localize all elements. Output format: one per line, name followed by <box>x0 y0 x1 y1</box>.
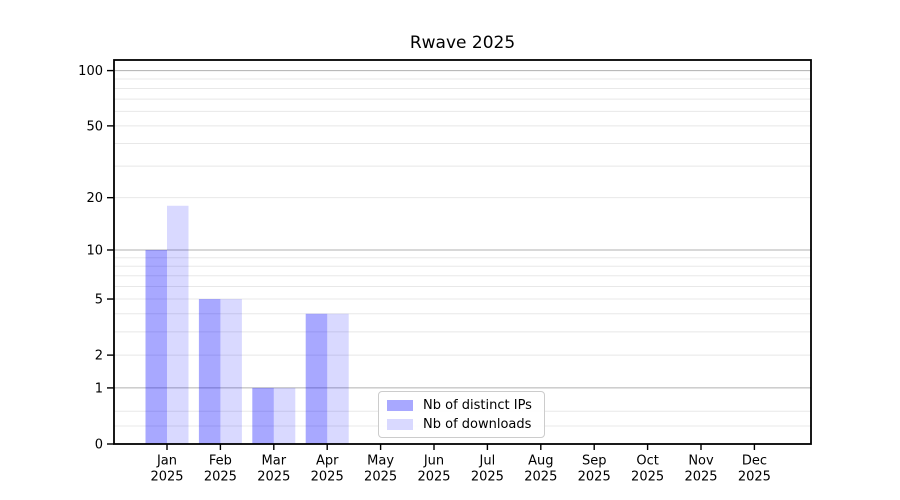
legend: Nb of distinct IPs Nb of downloads <box>378 391 545 438</box>
y-tick-label-5: 5 <box>95 293 103 308</box>
legend-swatch-downloads <box>387 419 413 430</box>
x-tick-label-jun: Jun <box>423 454 444 469</box>
bar-apr-nb-of-distinct-ips <box>305 313 328 444</box>
x-tick-label-apr: Apr <box>316 454 339 469</box>
bar-apr-nb-of-downloads <box>327 313 349 444</box>
legend-item-downloads: Nb of downloads <box>387 417 536 432</box>
chart-title: Rwave 2025 <box>409 33 516 53</box>
bar-mar-nb-of-distinct-ips <box>252 387 274 444</box>
legend-label-downloads: Nb of downloads <box>423 417 532 432</box>
x-tick-label-jul: Jul <box>479 454 496 469</box>
x-tick-year-sep: 2025 <box>578 470 611 485</box>
x-tick-year-jul: 2025 <box>471 470 504 485</box>
bar-feb-nb-of-distinct-ips <box>198 299 221 444</box>
legend-item-distinct-ips: Nb of distinct IPs <box>387 398 536 413</box>
x-tick-label-mar: Mar <box>262 454 287 469</box>
x-tick-year-jan: 2025 <box>150 470 183 485</box>
x-tick-label-may: May <box>367 454 394 469</box>
x-tick-year-aug: 2025 <box>524 470 557 485</box>
x-tick-year-jun: 2025 <box>417 470 450 485</box>
x-tick-label-feb: Feb <box>209 454 232 469</box>
plot-border <box>113 59 812 445</box>
x-tick-label-sep: Sep <box>582 454 607 469</box>
x-tick-label-jan: Jan <box>156 454 177 469</box>
y-tick-label-0: 0 <box>95 438 103 453</box>
x-tick-year-nov: 2025 <box>684 470 717 485</box>
x-tick-label-dec: Dec <box>742 454 767 469</box>
bar-mar-nb-of-downloads <box>273 387 296 444</box>
y-tick-label-10: 10 <box>86 243 103 258</box>
x-tick-label-oct: Oct <box>636 454 658 469</box>
x-tick-year-feb: 2025 <box>204 470 237 485</box>
x-tick-label-nov: Nov <box>688 454 714 469</box>
y-tick-label-1: 1 <box>95 381 103 396</box>
y-tick-label-50: 50 <box>86 119 103 134</box>
legend-label-distinct-ips: Nb of distinct IPs <box>423 398 532 413</box>
x-tick-year-may: 2025 <box>364 470 397 485</box>
x-tick-label-aug: Aug <box>528 454 553 469</box>
bar-jan-nb-of-downloads <box>167 205 189 444</box>
bar-jan-nb-of-distinct-ips <box>145 249 167 444</box>
y-tick-label-100: 100 <box>78 64 103 79</box>
legend-swatch-distinct-ips <box>387 400 413 411</box>
x-tick-year-mar: 2025 <box>257 470 290 485</box>
x-tick-year-apr: 2025 <box>311 470 344 485</box>
y-tick-label-2: 2 <box>95 349 103 364</box>
y-tick-label-20: 20 <box>86 191 103 206</box>
x-tick-year-oct: 2025 <box>631 470 664 485</box>
bar-feb-nb-of-downloads <box>220 299 242 444</box>
x-tick-year-dec: 2025 <box>738 470 771 485</box>
